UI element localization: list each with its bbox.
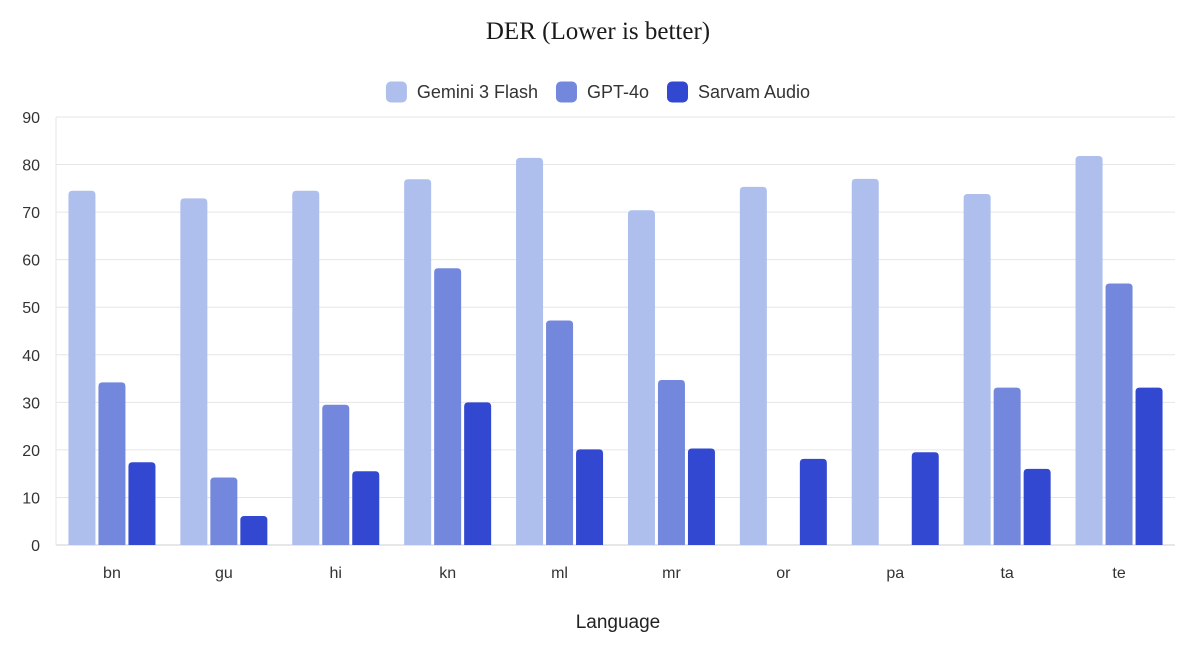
bar-gemini-3-flash-hi bbox=[292, 190, 320, 545]
x-axis-ticks: bn gu hi kn ml mr or pa ta te bbox=[103, 565, 1126, 582]
bar-gpt-4o-mr bbox=[657, 379, 685, 545]
bar-sarvam-audio-mr bbox=[687, 448, 715, 545]
bar-gemini-3-flash-bn bbox=[68, 190, 96, 545]
y-tick-label: 50 bbox=[22, 300, 40, 317]
grid bbox=[55, 116, 1175, 546]
bar-gpt-4o-te bbox=[1105, 283, 1133, 545]
bar-gemini-3-flash-or bbox=[739, 186, 767, 545]
bar-gpt-4o-bn bbox=[98, 382, 126, 545]
y-tick-label: 70 bbox=[22, 205, 40, 222]
bar-gemini-3-flash-kn bbox=[404, 179, 432, 545]
legend-label-gpt-4o: GPT-4o bbox=[587, 82, 649, 102]
bar-gpt-4o-ta bbox=[993, 387, 1021, 545]
bar-gpt-4o-gu bbox=[210, 477, 238, 545]
legend-swatch-gemini-3-flash bbox=[385, 81, 407, 103]
y-tick-label: 90 bbox=[22, 110, 40, 127]
bar-sarvam-audio-or bbox=[799, 458, 827, 545]
x-tick-label: te bbox=[1112, 565, 1125, 582]
x-tick-label: mr bbox=[662, 565, 681, 582]
legend-swatch-sarvam-audio bbox=[667, 81, 689, 103]
bar-gemini-3-flash-ta bbox=[963, 194, 991, 546]
x-tick-label: gu bbox=[215, 565, 233, 582]
y-tick-label: 80 bbox=[22, 158, 40, 175]
y-tick-label: 40 bbox=[22, 348, 40, 365]
bar-sarvam-audio-hi bbox=[352, 471, 380, 545]
bar-gemini-3-flash-ml bbox=[516, 157, 544, 546]
bar-sarvam-audio-bn bbox=[128, 462, 156, 545]
x-tick-label: hi bbox=[330, 565, 342, 582]
y-tick-label: 60 bbox=[22, 253, 40, 270]
bar-sarvam-audio-te bbox=[1135, 387, 1163, 545]
legend-label-gemini-3-flash: Gemini 3 Flash bbox=[417, 82, 538, 102]
y-axis-ticks: 0 10 20 30 40 50 60 70 80 90 bbox=[22, 110, 40, 555]
x-tick-label: bn bbox=[103, 565, 121, 582]
bar-gemini-3-flash-te bbox=[1075, 155, 1103, 546]
legend-swatch-gpt-4o bbox=[555, 81, 577, 103]
x-tick-label: kn bbox=[439, 565, 456, 582]
bar-gemini-3-flash-gu bbox=[180, 198, 208, 545]
legend-label-sarvam-audio: Sarvam Audio bbox=[698, 82, 810, 102]
bar-gpt-4o-ml bbox=[546, 320, 574, 545]
y-tick-label: 10 bbox=[22, 490, 40, 507]
bar-gpt-4o-kn bbox=[434, 268, 462, 545]
bar-gemini-3-flash-pa bbox=[851, 178, 879, 546]
chart-title: DER (Lower is better) bbox=[486, 18, 710, 45]
bar-gemini-3-flash-mr bbox=[627, 210, 655, 545]
y-tick-label: 30 bbox=[22, 395, 40, 412]
bar-sarvam-audio-ta bbox=[1023, 468, 1051, 545]
x-tick-label: ml bbox=[551, 565, 568, 582]
bars bbox=[68, 155, 1163, 546]
bar-gpt-4o-hi bbox=[322, 404, 350, 545]
bar-sarvam-audio-pa bbox=[911, 452, 939, 545]
x-tick-label: pa bbox=[886, 565, 904, 582]
x-axis-title: Language bbox=[576, 612, 661, 633]
bar-sarvam-audio-gu bbox=[240, 515, 268, 545]
y-tick-label: 0 bbox=[31, 538, 40, 555]
x-tick-label: ta bbox=[1000, 565, 1013, 582]
bar-sarvam-audio-kn bbox=[464, 402, 492, 545]
bar-sarvam-audio-ml bbox=[576, 449, 604, 545]
x-tick-label: or bbox=[776, 565, 791, 582]
legend: Gemini 3 Flash GPT-4o Sarvam Audio bbox=[385, 81, 810, 103]
y-tick-label: 20 bbox=[22, 443, 40, 460]
